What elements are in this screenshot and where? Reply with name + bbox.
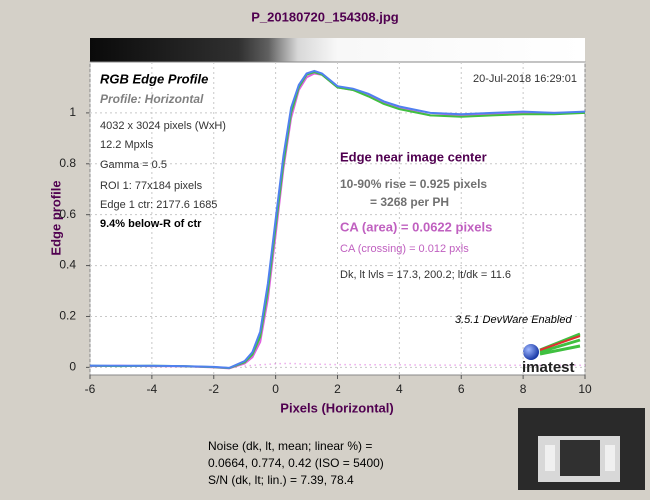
annotation: 20-Jul-2018 16:29:01 — [473, 73, 577, 85]
series-line — [89, 69, 586, 369]
y-tick-label: 0 — [69, 360, 76, 374]
annotation: 0.0664, 0.774, 0.42 (ISO = 5400) — [208, 456, 384, 470]
y-tick-label: 0.8 — [59, 156, 76, 170]
y-tick-label: 0.6 — [59, 207, 76, 221]
x-tick-label: 10 — [578, 382, 592, 396]
x-tick-label: 0 — [272, 382, 279, 396]
annotation: Noise (dk, lt, mean; linear %) = — [208, 439, 372, 453]
annotation: 4032 x 3024 pixels (WxH) — [100, 120, 226, 132]
annotation: Edge 1 ctr: 2177.6 1685 — [100, 199, 217, 211]
annotation: 12.2 Mpxls — [100, 139, 154, 151]
annotation: Profile: Horizontal — [100, 92, 204, 106]
annotation: 10-90% rise = 0.925 pixels — [340, 177, 487, 191]
x-tick-label: 4 — [396, 382, 403, 396]
y-tick-label: 0.4 — [59, 258, 76, 272]
annotation: Dk, lt lvls = 17.3, 200.2; lt/dk = 11.6 — [340, 269, 511, 281]
x-tick-label: -2 — [208, 382, 219, 396]
annotation: S/N (dk, lt; lin.) = 7.39, 78.4 — [208, 473, 354, 487]
annotation: 9.4% below-R of ctr — [100, 218, 202, 230]
thumbnail — [518, 408, 645, 490]
x-tick-label: 2 — [334, 382, 341, 396]
gray-strip — [90, 38, 585, 62]
annotation: 3.5.1 DevWare Enabled — [455, 314, 572, 326]
x-tick-label: 6 — [458, 382, 465, 396]
logo — [523, 332, 581, 360]
annotation: Edge near image center — [340, 149, 487, 164]
series-line — [244, 362, 585, 367]
chart-title: P_20180720_154308.jpg — [251, 9, 399, 24]
annotation: = 3268 per PH — [370, 195, 449, 209]
annotation: RGB Edge Profile — [100, 71, 208, 86]
x-axis-label: Pixels (Horizontal) — [280, 400, 393, 415]
x-tick-label: 8 — [520, 382, 527, 396]
annotation: CA (crossing) = 0.012 pxls — [340, 243, 469, 255]
x-tick-label: -4 — [147, 382, 158, 396]
annotation: Gamma = 0.5 — [100, 159, 167, 171]
annotation: CA (area) = 0.0622 pixels — [340, 219, 492, 234]
y-tick-label: 0.2 — [59, 309, 76, 323]
annotation: ROI 1: 77x184 pixels — [100, 180, 203, 192]
x-tick-label: -6 — [85, 382, 96, 396]
y-axis-label: Edge profile — [48, 180, 63, 255]
annotation: imatest — [522, 359, 575, 376]
y-tick-label: 1 — [69, 105, 76, 119]
